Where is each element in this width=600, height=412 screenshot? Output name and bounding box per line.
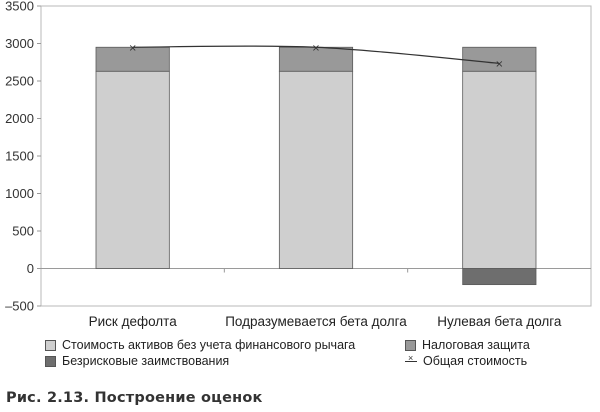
y-tick-label: 2000 [5, 111, 34, 126]
x-category-label: Риск дефолта [89, 314, 178, 329]
total-value-curve [132, 45, 500, 64]
bars [95, 46, 537, 286]
y-tick-label: 500 [12, 224, 34, 239]
figure-caption: Рис. 2.13. Построение оценок [6, 390, 263, 406]
total-value-line: × × × [128, 43, 503, 70]
y-tick-label: 3500 [5, 0, 34, 14]
legend-label-riskless-borrowing: Безрисковые заимствования [62, 354, 230, 368]
legend-item-riskless-borrowing: Безрисковые заимствования [45, 354, 229, 368]
legend-item-tax-shield: Налоговая защита [405, 338, 530, 352]
legend-label-total-value: Общая стоимость [423, 354, 528, 368]
bar-segment-1-cat-1 [95, 70, 170, 269]
bar-segment-1-cat-2 [278, 70, 354, 269]
total-value-point-2: × [312, 43, 320, 54]
bar-segment-2-cat-1 [95, 46, 170, 72]
legend-swatch-riskless-borrowing [45, 355, 56, 367]
y-tick-label: 1500 [5, 149, 34, 164]
y-axis: –500 0 500 1000 1500 2000 2500 3000 3500 [5, 0, 41, 314]
y-tick-label: 1000 [5, 186, 34, 201]
legend-item-total-value: Общая стоимость [405, 353, 528, 368]
y-tick-label: 0 [27, 261, 34, 276]
legend-swatch-unlevered-assets [45, 339, 56, 351]
bar-segment-1-cat-3 [462, 70, 537, 269]
x-category-label: Подразумевается бета долга [225, 314, 407, 329]
x-category-label: Нулевая бета долга [437, 314, 562, 329]
legend-item-unlevered-assets: Стоимость активов без учета финансового … [45, 338, 355, 352]
legend-label-tax-shield: Налоговая защита [422, 338, 530, 352]
bar-segment-2-cat-2 [278, 46, 354, 72]
chart: –500 0 500 1000 1500 2000 2500 3000 3500 × × × Рис… [5, 0, 592, 329]
bar-segment-3-cat-3 [462, 268, 537, 286]
legend-line-marker-icon [405, 353, 417, 366]
legend: Стоимость активов без учета финансового … [45, 338, 590, 370]
total-value-point-1: × [128, 43, 136, 54]
total-value-point-3: × [495, 59, 503, 70]
y-tick-label: 3000 [5, 36, 34, 51]
x-axis-labels: Риск дефолта Подразумевается бета долга Ну… [89, 268, 562, 329]
y-tick-label: 2500 [5, 74, 34, 89]
legend-swatch-tax-shield [405, 339, 416, 351]
y-tick-label: –500 [5, 299, 34, 314]
legend-label-unlevered-assets: Стоимость активов без учета финансового … [62, 338, 356, 352]
